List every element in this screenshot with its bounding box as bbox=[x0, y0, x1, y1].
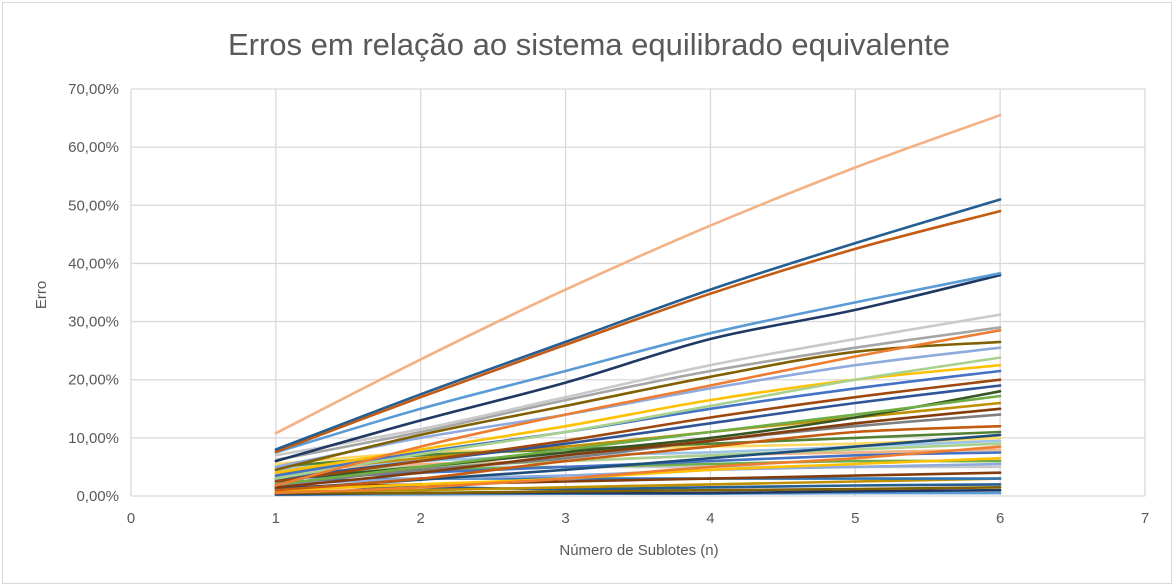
series-line-4 bbox=[274, 272, 1002, 454]
series-line-1 bbox=[274, 113, 1002, 435]
series-line-7 bbox=[274, 326, 1002, 462]
y-tick-label: 60,00% bbox=[68, 139, 119, 156]
series-line-21 bbox=[274, 424, 1002, 492]
series-line-19 bbox=[274, 407, 1002, 489]
x-axis-ticks: 0 1 2 3 4 5 6 7 bbox=[127, 510, 1149, 527]
series-line-6 bbox=[274, 313, 1002, 457]
y-axis-label: Erro bbox=[33, 281, 50, 309]
chart-title: Erros em relação ao sistema equilibrado … bbox=[228, 27, 950, 62]
x-tick-label: 4 bbox=[706, 510, 714, 527]
x-tick-label: 0 bbox=[127, 510, 135, 527]
x-tick-label: 5 bbox=[851, 510, 859, 527]
series-lines bbox=[274, 113, 1002, 497]
y-tick-label: 70,00% bbox=[68, 81, 119, 98]
series-line-16 bbox=[274, 394, 1002, 486]
series-line-20 bbox=[274, 413, 1002, 486]
series-line-27 bbox=[274, 445, 1002, 495]
y-tick-label: 30,00% bbox=[68, 314, 119, 331]
x-tick-label: 1 bbox=[272, 510, 280, 527]
y-tick-label: 0,00% bbox=[76, 488, 119, 505]
x-tick-label: 3 bbox=[561, 510, 569, 527]
series-line-30 bbox=[274, 456, 1002, 492]
x-axis-label: Número de Sublotes (n) bbox=[559, 542, 718, 559]
series-line-5 bbox=[274, 273, 1002, 463]
x-tick-label: 6 bbox=[996, 510, 1004, 527]
series-line-14 bbox=[274, 378, 1002, 483]
series-line-11 bbox=[274, 356, 1002, 480]
series-line-3 bbox=[274, 209, 1002, 454]
series-line-38 bbox=[274, 486, 1002, 495]
y-tick-label: 50,00% bbox=[68, 197, 119, 214]
series-line-9 bbox=[274, 340, 1002, 472]
series-line-2 bbox=[274, 198, 1002, 451]
y-tick-label: 40,00% bbox=[68, 255, 119, 272]
x-tick-label: 2 bbox=[417, 510, 425, 527]
series-line-10 bbox=[274, 346, 1002, 469]
series-line-36 bbox=[274, 477, 1002, 493]
y-axis-ticks: 0,00% 10,00% 20,00% 30,00% 40,00% 50,00% 60,00… bbox=[68, 81, 119, 505]
y-tick-label: 20,00% bbox=[68, 372, 119, 389]
x-tick-label: 7 bbox=[1141, 510, 1149, 527]
series-line-8 bbox=[274, 329, 1002, 487]
y-tick-label: 10,00% bbox=[68, 430, 119, 447]
chart-svg: Erros em relação ao sistema equilibrado … bbox=[33, 27, 1149, 559]
